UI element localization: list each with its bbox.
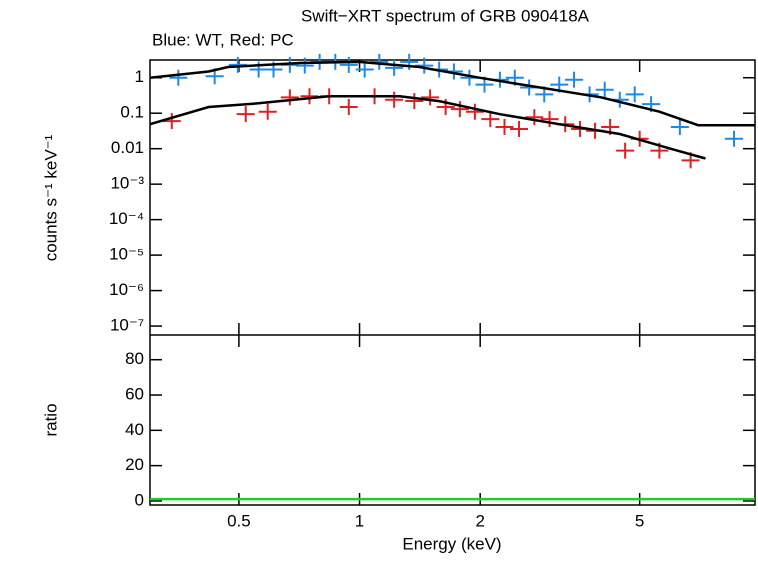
data-point	[595, 81, 614, 98]
chart-subtitle: Blue: WT, Red: PC	[152, 30, 294, 49]
data-point	[510, 120, 529, 137]
y-tick-label: 1	[135, 67, 144, 86]
x-tick-label: 1	[355, 511, 364, 530]
x-tick-label: 5	[635, 511, 644, 530]
data-point	[236, 106, 255, 123]
data-point	[405, 93, 424, 110]
data-point	[300, 88, 319, 105]
data-point	[415, 57, 434, 74]
y-tick-label: 20	[125, 455, 144, 474]
x-tick-label: 2	[475, 511, 484, 530]
data-point	[162, 113, 181, 130]
data-point	[625, 86, 644, 103]
y-tick-label: 10⁻³	[110, 174, 144, 193]
y-tick-label: 0	[135, 490, 144, 509]
data-point	[725, 130, 744, 147]
x-axis-label: Energy (keV)	[402, 534, 501, 553]
plot-frame	[149, 59, 756, 506]
y-axis-label: ratio	[41, 403, 60, 436]
chart-title: Swift−XRT spectrum of GRB 090418A	[301, 6, 590, 25]
y-tick-label: 40	[125, 420, 144, 439]
data-point	[525, 109, 544, 126]
data-point	[495, 118, 514, 135]
y-tick-label: 0.01	[111, 138, 144, 157]
y-tick-label: 10⁻⁵	[109, 245, 144, 264]
data-point	[258, 103, 277, 120]
data-point	[465, 103, 484, 120]
data-point	[339, 56, 358, 73]
y-tick-label: 0.1	[120, 103, 144, 122]
data-point	[295, 57, 314, 74]
y-tick-label: 60	[125, 385, 144, 404]
y-tick-label: 80	[125, 349, 144, 368]
data-point	[385, 59, 404, 76]
data-point	[339, 98, 358, 115]
data-point	[450, 101, 469, 118]
data-point	[616, 142, 635, 159]
data-point	[169, 69, 188, 86]
data-point	[355, 61, 374, 78]
y-tick-label: 10⁻⁷	[110, 316, 144, 335]
data-point	[670, 118, 689, 135]
y-tick-label: 10⁻⁶	[109, 280, 144, 299]
x-tick-label: 0.5	[227, 511, 251, 530]
data-point	[540, 111, 559, 128]
model-line	[149, 95, 706, 160]
data-point	[481, 111, 500, 128]
y-axis-label: counts s⁻¹ keV⁻¹	[41, 134, 60, 261]
y-tick-label: 10⁻⁴	[109, 209, 144, 228]
data-point	[565, 71, 584, 88]
model-line	[149, 60, 755, 127]
data-point	[421, 89, 440, 106]
data-point	[385, 91, 404, 108]
data-point	[280, 89, 299, 106]
